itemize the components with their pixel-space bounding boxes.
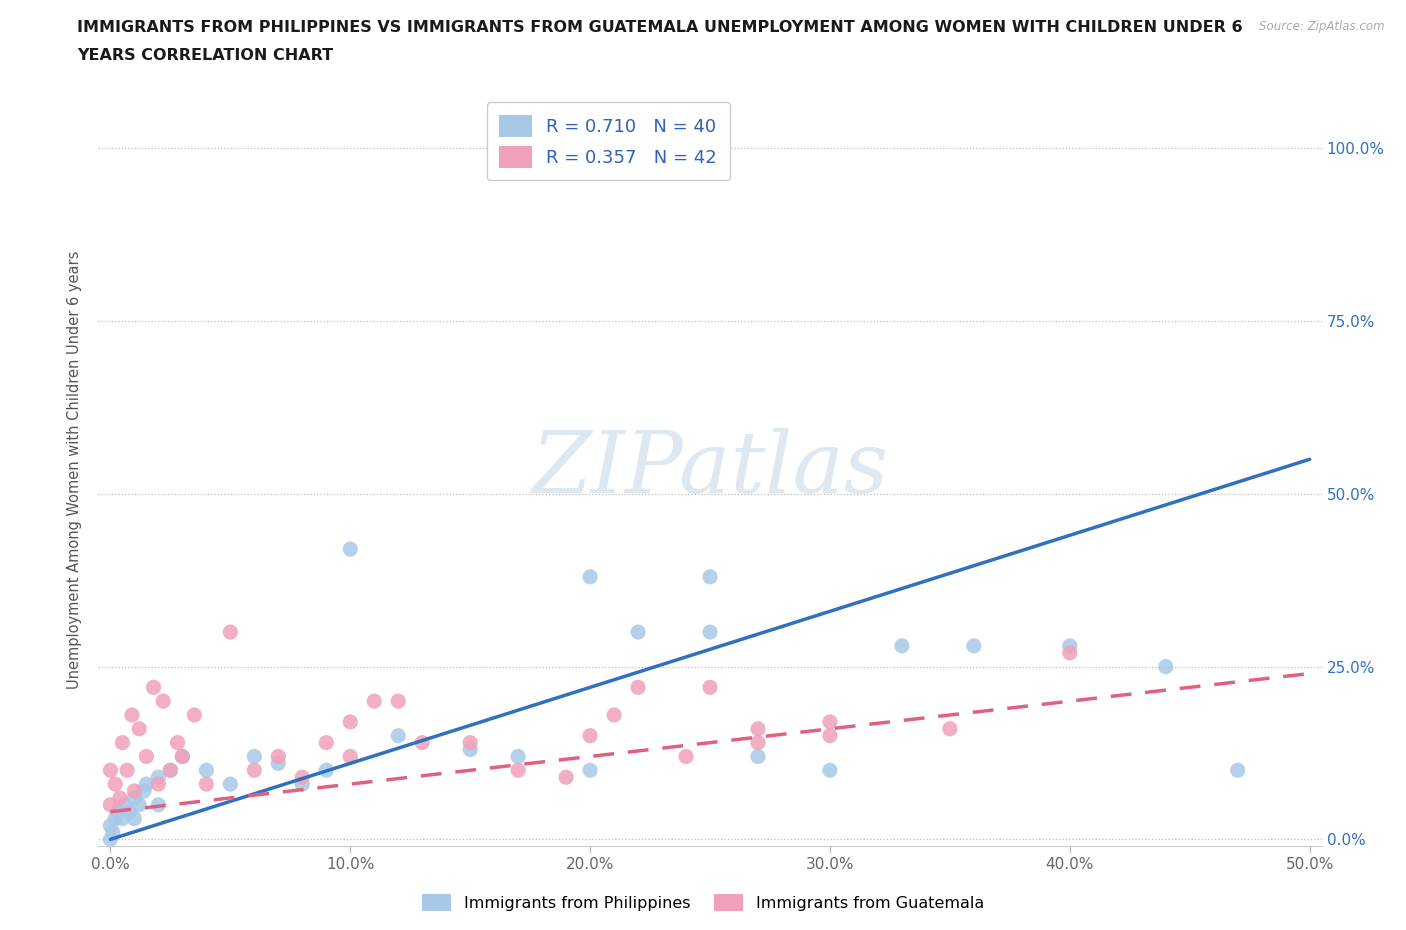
Point [339,541,361,556]
Point [124,790,146,805]
Point [124,811,146,826]
Point [411,736,433,751]
Point [152,694,174,709]
Point [121,708,143,723]
Point [166,736,188,751]
Point [458,742,481,757]
Point [291,770,314,785]
Point [111,736,134,751]
Point [172,749,194,764]
Point [555,770,578,785]
Point [100,818,122,833]
Point [142,680,165,695]
Point [135,777,157,791]
Point [172,749,194,764]
Point [159,763,181,777]
Point [195,777,218,791]
Point [315,763,337,777]
Point [107,804,129,819]
Point [195,763,218,777]
Point [148,777,170,791]
Point [243,749,266,764]
Point [159,763,181,777]
Point [939,722,962,737]
Point [387,728,409,743]
Point [267,756,290,771]
Point [1154,659,1177,674]
Point [818,763,841,777]
Point [747,749,769,764]
Point [100,763,122,777]
Point [579,569,602,584]
Point [100,797,122,812]
Point [111,811,134,826]
Point [747,722,769,737]
Text: Source: ZipAtlas.com: Source: ZipAtlas.com [1260,20,1385,33]
Point [387,694,409,709]
Point [675,749,697,764]
Point [508,763,530,777]
Point [128,797,150,812]
Point [114,797,136,812]
Point [627,680,650,695]
Point [128,722,150,737]
Point [1059,638,1081,653]
Point [339,749,361,764]
Y-axis label: Unemployment Among Women with Children Under 6 years: Unemployment Among Women with Children U… [67,250,83,689]
Legend: R = 0.710   N = 40, R = 0.357   N = 42: R = 0.710 N = 40, R = 0.357 N = 42 [486,102,730,180]
Point [219,777,242,791]
Point [132,784,155,799]
Point [458,736,481,751]
Text: YEARS CORRELATION CHART: YEARS CORRELATION CHART [77,48,333,63]
Point [135,749,157,764]
Point [104,811,127,826]
Point [291,777,314,791]
Point [101,825,124,840]
Point [699,569,721,584]
Point [627,625,650,640]
Point [104,777,127,791]
Point [890,638,912,653]
Point [747,736,769,751]
Point [267,749,290,764]
Point [339,714,361,729]
Point [183,708,205,723]
Point [1059,645,1081,660]
Point [219,625,242,640]
Point [579,763,602,777]
Point [148,797,170,812]
Point [699,625,721,640]
Point [148,770,170,785]
Point [508,749,530,764]
Point [579,728,602,743]
Legend: Immigrants from Philippines, Immigrants from Guatemala: Immigrants from Philippines, Immigrants … [416,888,990,917]
Text: IMMIGRANTS FROM PHILIPPINES VS IMMIGRANTS FROM GUATEMALA UNEMPLOYMENT AMONG WOME: IMMIGRANTS FROM PHILIPPINES VS IMMIGRANT… [77,20,1243,35]
Point [363,694,385,709]
Point [1226,763,1249,777]
Point [118,804,141,819]
Point [818,728,841,743]
Point [100,832,122,847]
Point [963,638,986,653]
Point [124,784,146,799]
Point [699,680,721,695]
Point [315,736,337,751]
Point [818,714,841,729]
Point [108,790,131,805]
Point [115,763,138,777]
Point [243,763,266,777]
Point [603,708,626,723]
Text: ZIPatlas: ZIPatlas [531,429,889,511]
